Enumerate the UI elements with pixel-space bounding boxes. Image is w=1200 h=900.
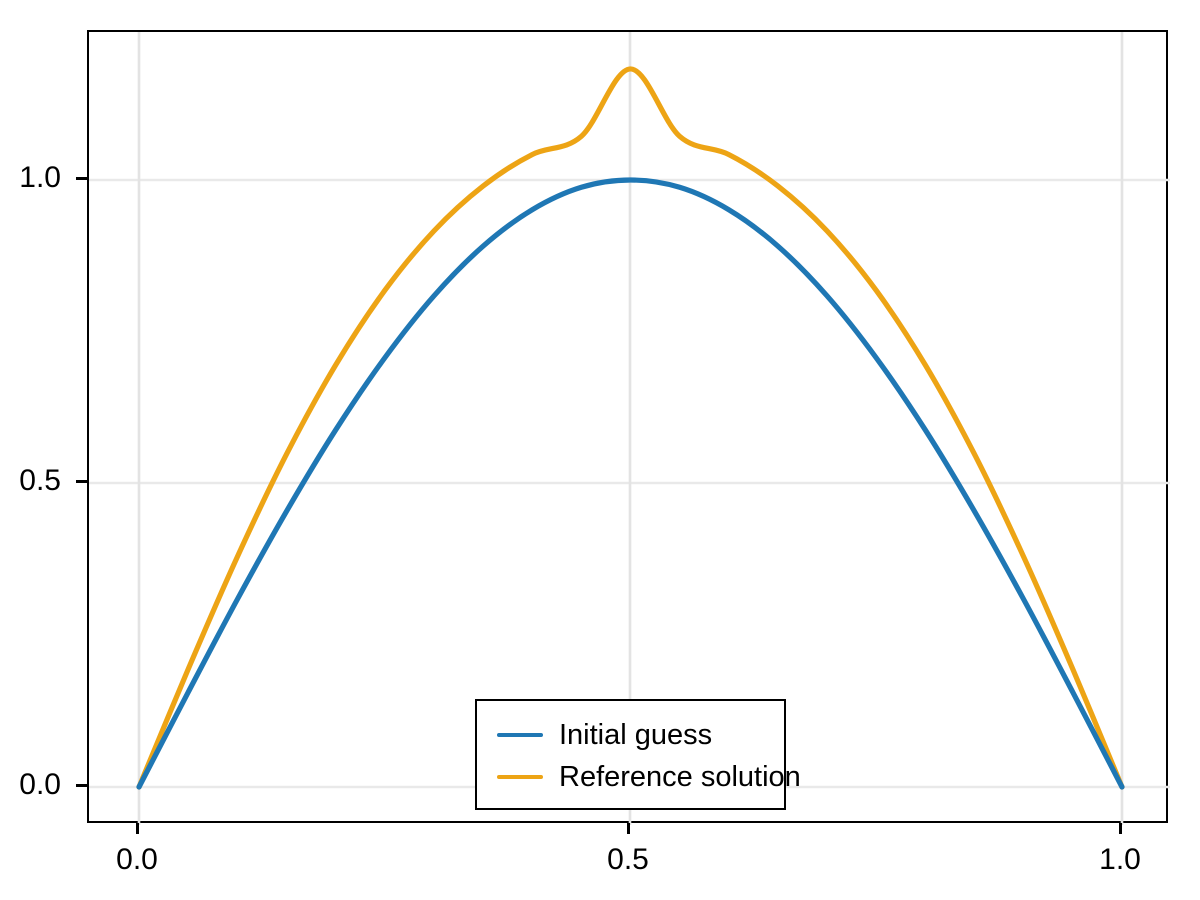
xtick-mark-0.0	[136, 823, 139, 834]
plot-drawing-area	[89, 32, 1170, 825]
legend-box: Initial guess Reference solution	[475, 699, 801, 810]
xtick-label-1.0: 1.0	[1099, 843, 1141, 876]
legend-swatch-reference-solution	[497, 775, 543, 779]
ytick-label-0.0: 0.0	[19, 768, 61, 801]
xtick-label-0.5: 0.5	[607, 843, 649, 876]
series-line-reference-solution	[136, 66, 1125, 790]
ytick-mark-0.5	[76, 480, 87, 483]
ytick-label-0.5: 0.5	[19, 464, 61, 497]
plot-axes-frame: Initial guess Reference solution	[87, 30, 1170, 825]
series-line-initial-guess	[136, 177, 1125, 790]
legend-entry-initial-guess[interactable]: Initial guess	[497, 714, 784, 756]
x-gridlines	[137, 32, 1124, 825]
legend-label-reference-solution: Reference solution	[559, 760, 801, 793]
xtick-mark-0.5	[627, 823, 630, 834]
ytick-label-1.0: 1.0	[19, 161, 61, 194]
legend-entry-reference-solution[interactable]: Reference solution	[497, 756, 801, 798]
ytick-mark-0.0	[76, 784, 87, 787]
ytick-mark-1.0	[76, 177, 87, 180]
legend-swatch-initial-guess	[497, 733, 543, 737]
legend-label-initial-guess: Initial guess	[559, 718, 713, 751]
xtick-label-0.0: 0.0	[116, 843, 158, 876]
xtick-mark-1.0	[1119, 823, 1122, 834]
